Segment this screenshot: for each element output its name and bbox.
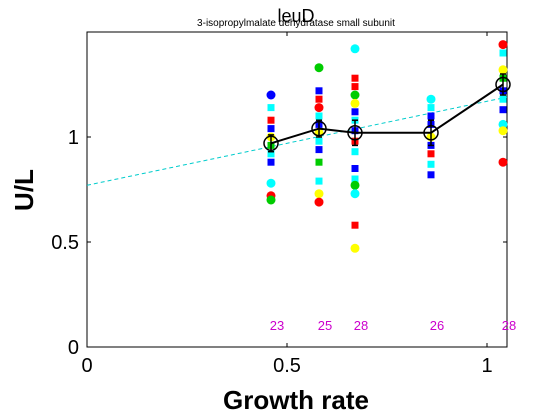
data-point-57 [498,126,508,136]
data-point-41 [427,104,435,112]
data-point-12 [315,87,323,95]
data-point-58 [498,157,508,167]
data-point-22 [314,189,324,199]
data-point-50 [499,49,507,57]
data-point-6 [267,150,275,158]
data-point-19 [315,146,323,154]
data-point-1 [267,104,275,112]
data-point-49 [498,40,508,50]
data-point-37 [350,189,360,199]
sample-count-2: 28 [354,318,368,333]
data-point-25 [351,74,359,82]
axis-ticks-layer: 0 0.5 1 0 0.5 1 [51,32,507,377]
data-point-40 [426,94,436,104]
x-tick-label-2: 1 [481,355,492,377]
data-point-15 [315,112,323,120]
mean-point-3 [423,125,439,141]
data-point-56 [498,119,508,129]
data-point-13 [315,95,323,103]
chart-subtitle: 3-isopropylmalate dehydratase small subu… [197,18,395,29]
data-point-38 [351,221,359,229]
data-point-3 [267,125,275,133]
plot-area [86,31,508,348]
mean-point-2 [347,125,363,141]
data-point-26 [351,83,359,91]
data-point-14 [314,103,324,113]
sample-count-1: 25 [318,318,332,333]
data-point-18 [315,137,323,145]
data-point-27 [350,90,360,100]
count-labels-layer: 23 25 28 26 28 [270,318,516,333]
fit-line [86,96,508,186]
data-point-20 [315,158,323,166]
data-point-33 [351,148,359,156]
fit-line-layer [86,96,508,186]
y-tick-label-1: 0.5 [51,232,79,254]
data-point-48 [427,171,435,179]
x-tick-label-1: 0.5 [273,355,301,377]
data-point-51 [498,65,508,75]
data-point-10 [266,195,276,205]
data-point-34 [351,165,359,172]
sample-count-4: 28 [502,318,516,333]
data-point-21 [315,177,323,185]
mean-point-4 [495,76,511,93]
data-point-42 [427,112,435,120]
sample-count-3: 26 [430,318,444,333]
data-point-29 [351,108,359,116]
points-layer [266,40,508,253]
y-axis-label: U/L [9,169,39,211]
data-point-36 [350,180,360,190]
x-axis-label: Growth rate [223,385,369,415]
data-point-11 [314,63,324,73]
chart-title: leuD [277,6,314,26]
data-point-39 [350,243,360,253]
data-point-46 [427,150,435,158]
x-tick-label-0: 0 [81,355,92,377]
y-tick-label-0: 0 [68,337,79,359]
data-point-2 [267,116,275,124]
data-point-47 [427,160,435,168]
data-point-0 [266,90,276,100]
data-point-55 [499,106,507,114]
data-point-24 [350,44,360,54]
data-point-7 [267,158,275,166]
data-point-23 [314,197,324,207]
mean-point-0 [263,135,279,152]
mean-series-layer [263,73,511,153]
sample-count-0: 23 [270,318,284,333]
data-point-35 [351,175,359,183]
data-point-28 [350,98,360,108]
data-point-54 [499,95,507,103]
mean-point-1 [311,120,327,137]
y-tick-label-2: 1 [68,127,79,149]
data-point-8 [266,178,276,188]
